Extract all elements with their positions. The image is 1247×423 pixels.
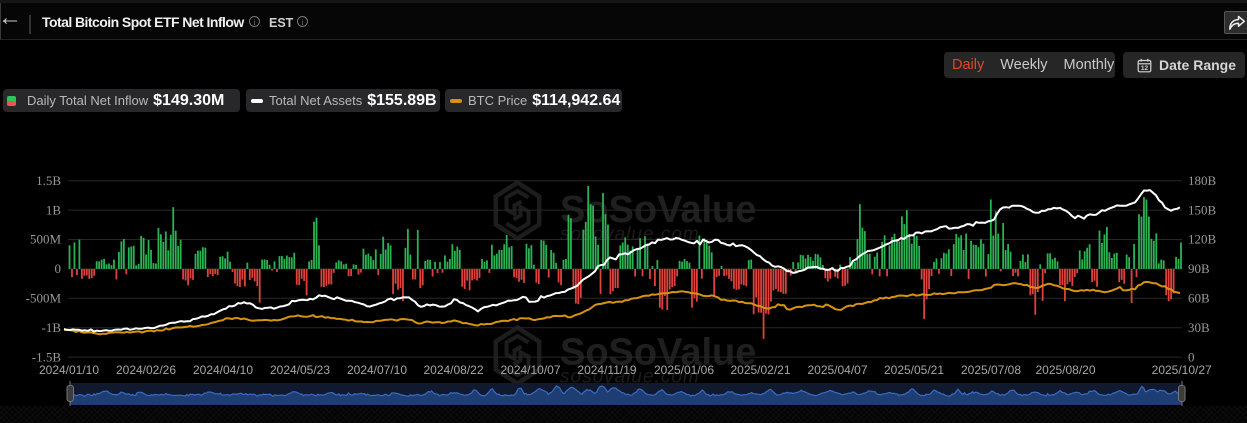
- svg-text:2025/07/08: 2025/07/08: [961, 363, 1021, 377]
- svg-text:2025/05/21: 2025/05/21: [884, 363, 944, 377]
- svg-text:2024/04/10: 2024/04/10: [193, 363, 253, 377]
- svg-text:sosovalue.com: sosovalue.com: [560, 367, 700, 388]
- svg-text:0: 0: [55, 261, 62, 276]
- svg-text:-1B: -1B: [42, 320, 62, 335]
- svg-text:150B: 150B: [1188, 202, 1217, 217]
- svg-text:30B: 30B: [1188, 320, 1210, 335]
- svg-text:120B: 120B: [1188, 232, 1217, 247]
- svg-text:180B: 180B: [1188, 173, 1217, 188]
- svg-text:60B: 60B: [1188, 291, 1210, 306]
- svg-text:2024/05/23: 2024/05/23: [270, 363, 330, 377]
- svg-text:2025/10/27: 2025/10/27: [1152, 363, 1212, 377]
- svg-text:0: 0: [1188, 349, 1195, 364]
- svg-text:2025/04/07: 2025/04/07: [807, 363, 867, 377]
- svg-text:500M: 500M: [30, 232, 62, 247]
- svg-text:sosovalue.com: sosovalue.com: [560, 224, 700, 245]
- svg-text:90B: 90B: [1188, 261, 1210, 276]
- svg-text:2024/08/22: 2024/08/22: [423, 363, 483, 377]
- svg-text:2025/01/06: 2025/01/06: [654, 363, 714, 377]
- svg-text:SoSoValue: SoSoValue: [560, 332, 756, 374]
- svg-text:12: 12: [1141, 65, 1149, 72]
- svg-text:2024/07/10: 2024/07/10: [347, 363, 407, 377]
- svg-text:2025/02/21: 2025/02/21: [730, 363, 790, 377]
- svg-text:2024/11/19: 2024/11/19: [577, 363, 636, 377]
- svg-text:2024/02/26: 2024/02/26: [116, 363, 176, 377]
- svg-text:1B: 1B: [46, 202, 62, 217]
- svg-text:1.5B: 1.5B: [36, 173, 61, 188]
- svg-text:-1.5B: -1.5B: [32, 349, 62, 364]
- svg-text:-500M: -500M: [26, 291, 62, 306]
- svg-text:2025/08/20: 2025/08/20: [1035, 363, 1095, 377]
- svg-text:2024/01/10: 2024/01/10: [39, 363, 99, 377]
- svg-text:2024/10/07: 2024/10/07: [500, 363, 560, 377]
